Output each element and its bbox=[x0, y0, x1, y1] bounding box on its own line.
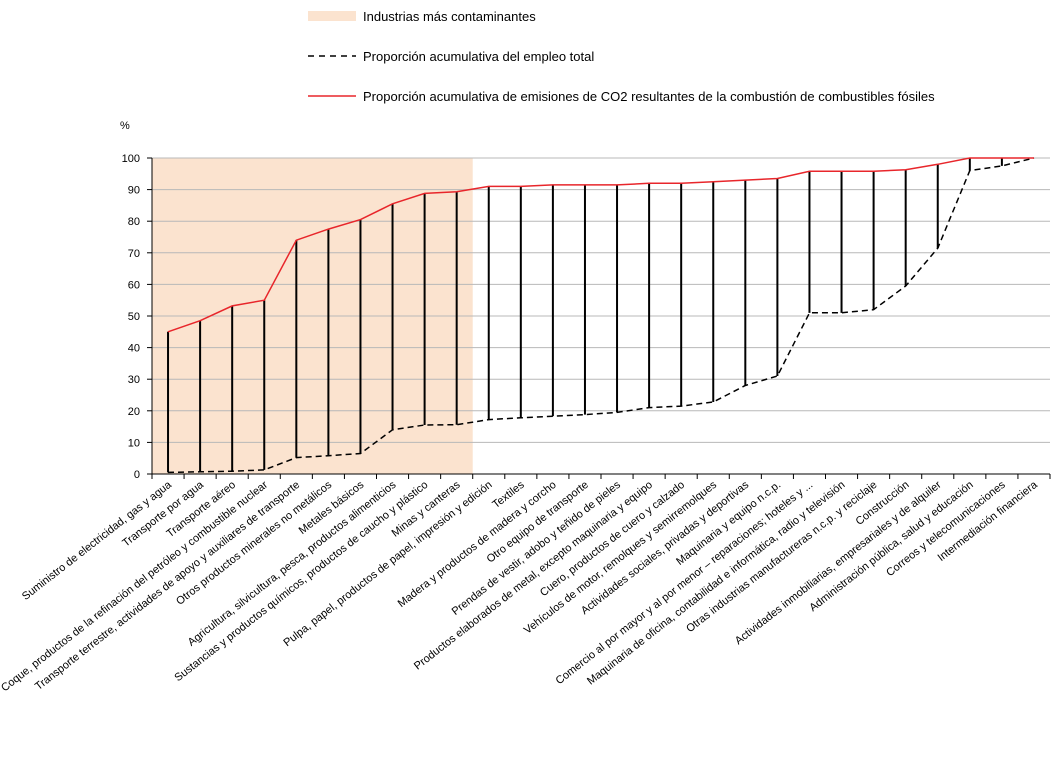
unit-label: % bbox=[120, 120, 130, 132]
legend-co2-label: Proporción acumulativa de emisiones de C… bbox=[363, 89, 935, 104]
y-tick-label: 40 bbox=[128, 343, 140, 355]
legend-item-co2: Proporción acumulativa de emisiones de C… bbox=[308, 89, 935, 104]
employment-series-line bbox=[167, 157, 1035, 474]
plot-area: 0 10 20 30 40 50 60 70 80 90 100 Suministro de elec… bbox=[0, 153, 1051, 694]
y-tick-label: 50 bbox=[128, 311, 140, 323]
y-tick-label: 60 bbox=[128, 279, 140, 291]
y-tick-label: 0 bbox=[134, 469, 140, 481]
y-tick-label: 100 bbox=[122, 153, 140, 165]
co2-series-line bbox=[167, 157, 1034, 333]
legend-highlight-swatch bbox=[308, 11, 356, 21]
legend: Industrias más contaminantes Proporción … bbox=[308, 9, 935, 104]
y-tick-label: 80 bbox=[128, 216, 140, 228]
y-tick-label: 70 bbox=[128, 248, 140, 260]
y-tick-label: 10 bbox=[128, 437, 140, 449]
legend-item-employment: Proporción acumulativa del empleo total bbox=[308, 49, 594, 64]
y-tick-label: 20 bbox=[128, 406, 140, 418]
y-tick-label: 90 bbox=[128, 185, 140, 197]
y-tick-label: 30 bbox=[128, 374, 140, 386]
legend-employment-label: Proporción acumulativa del empleo total bbox=[363, 49, 594, 64]
legend-highlight-label: Industrias más contaminantes bbox=[363, 9, 536, 24]
x-tick-label: Suministro de electricidad, gas y agua bbox=[20, 478, 175, 602]
legend-item-highlight: Industrias más contaminantes bbox=[308, 9, 536, 24]
